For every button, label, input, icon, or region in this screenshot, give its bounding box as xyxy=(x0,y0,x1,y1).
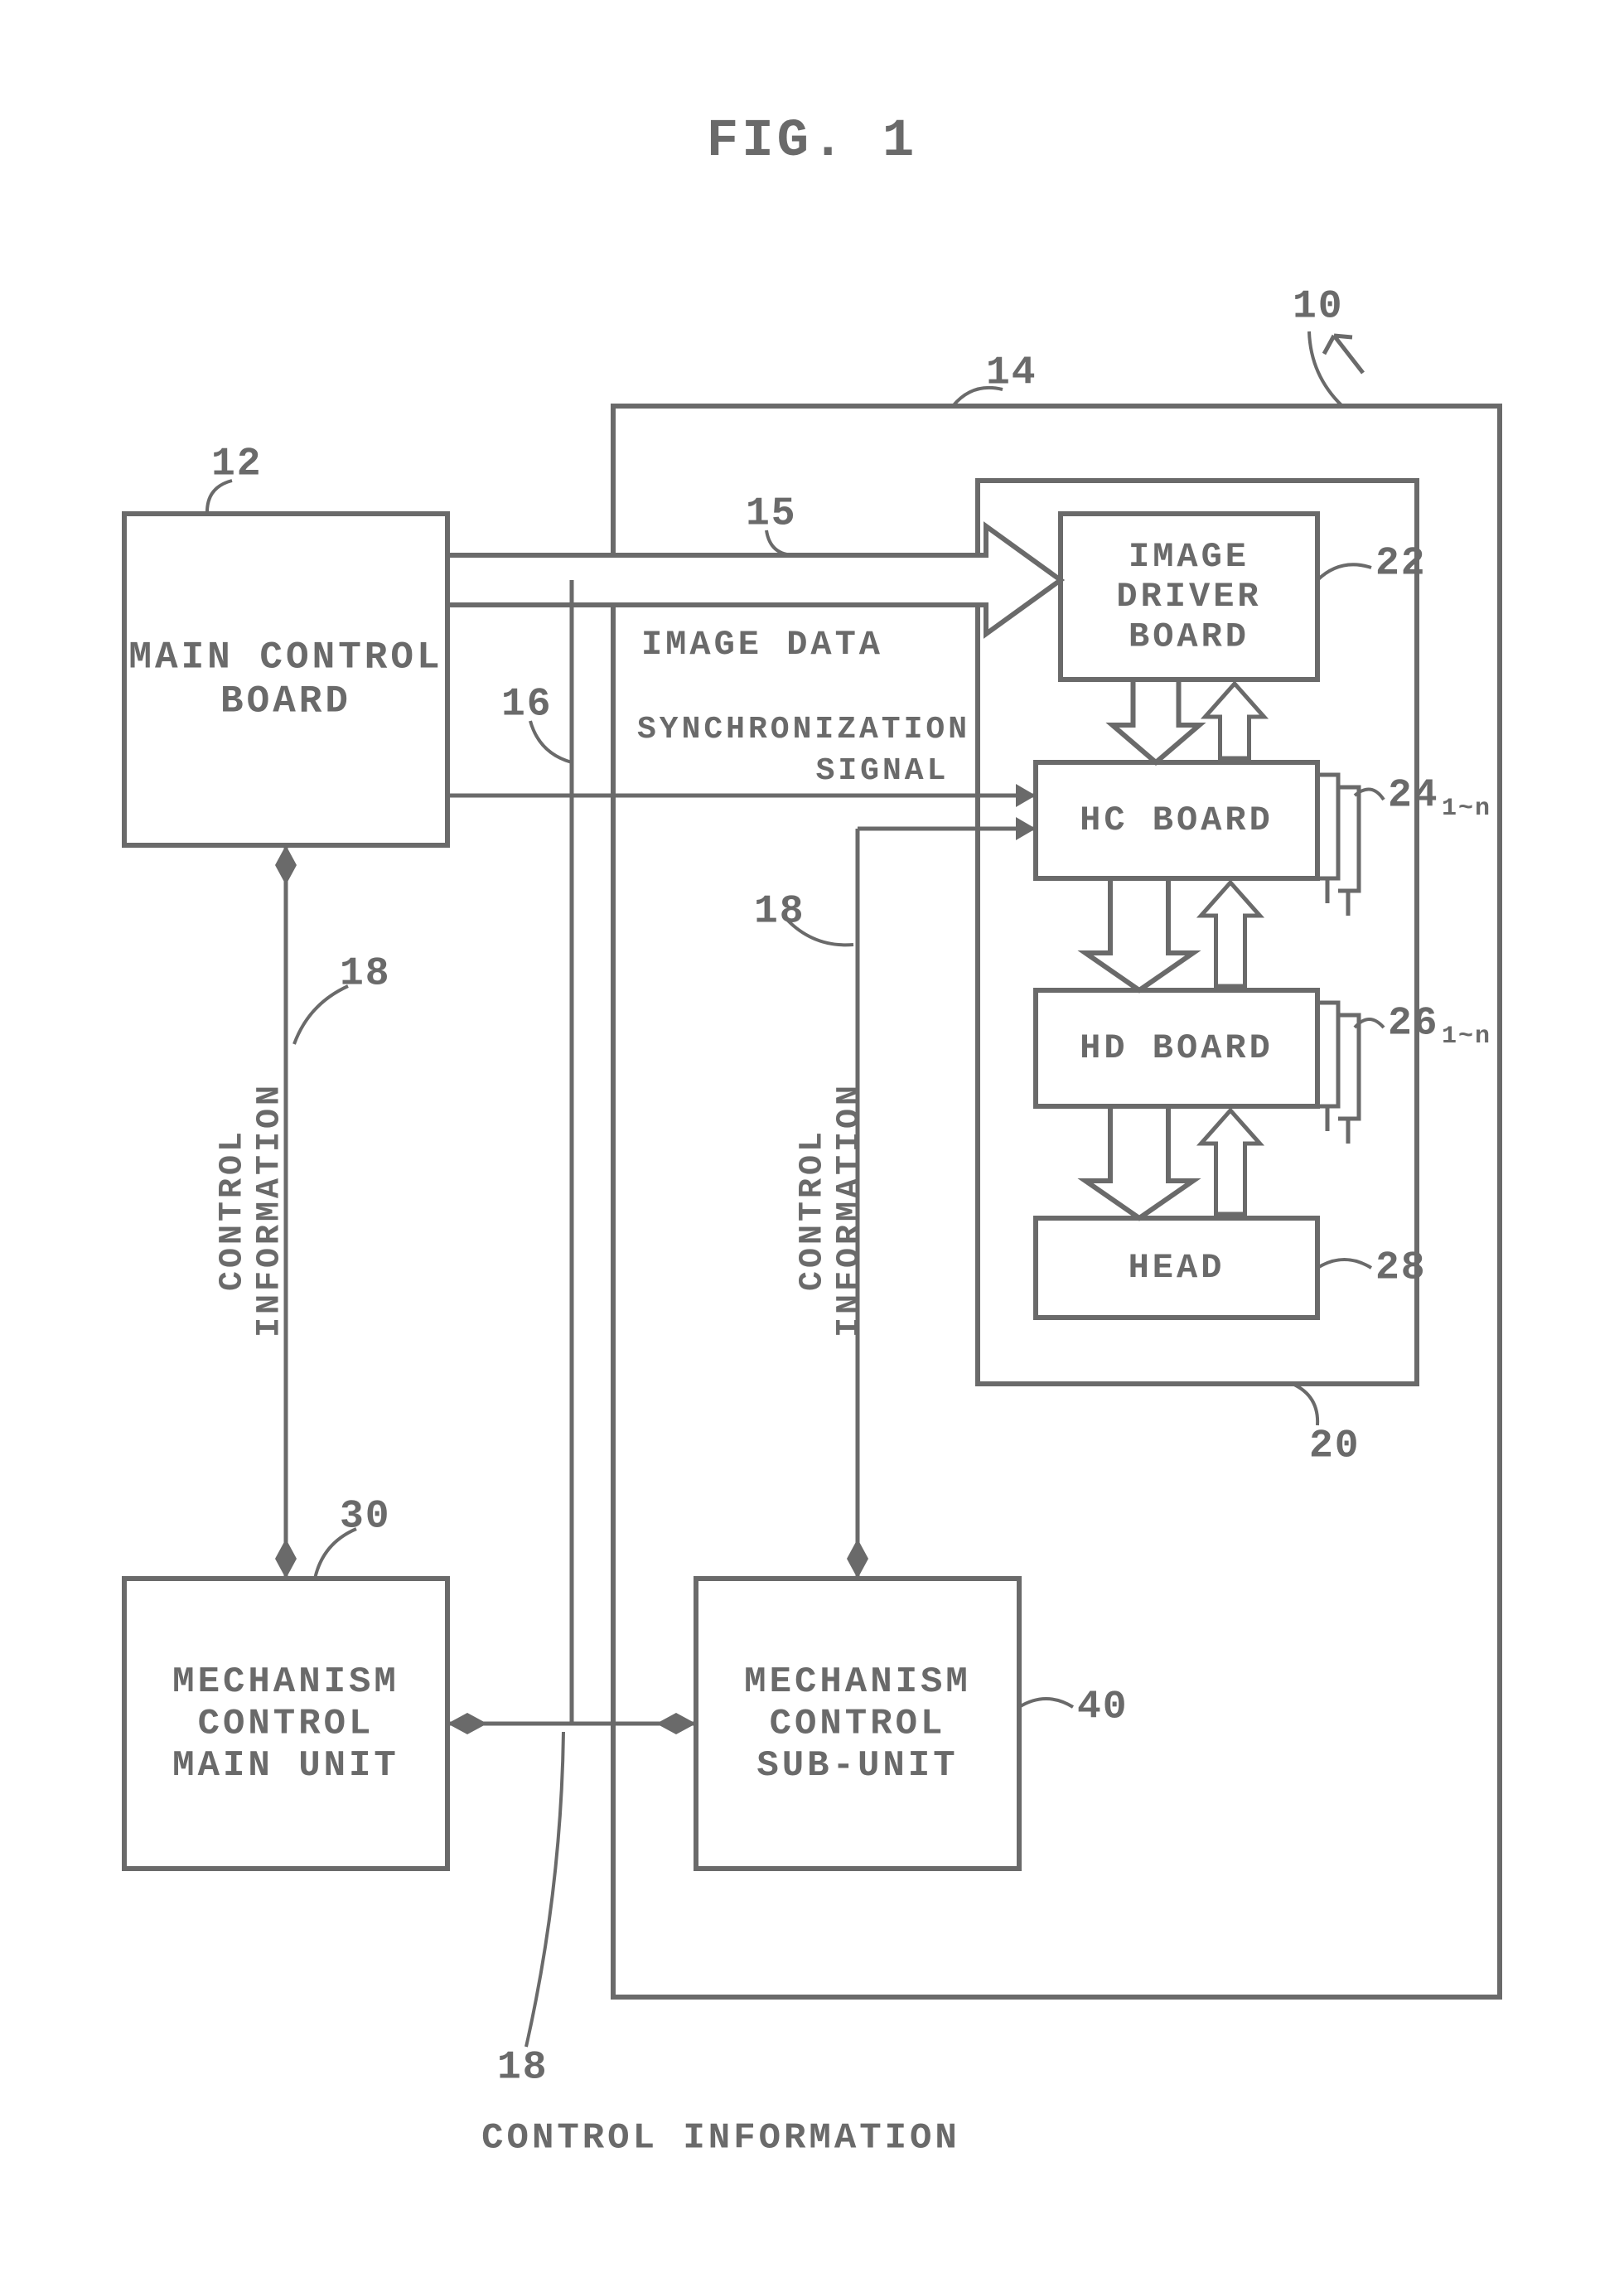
svg-text:MECHANISM: MECHANISM xyxy=(172,1661,399,1703)
ref-18-bottom: 18 xyxy=(497,2046,549,2091)
svg-text:SYNCHRONIZATION: SYNCHRONIZATION xyxy=(637,712,970,747)
svg-text:MAIN CONTROL: MAIN CONTROL xyxy=(128,636,442,679)
svg-text:SUB-UNIT: SUB-UNIT xyxy=(756,1745,958,1787)
svg-text:1~n: 1~n xyxy=(1442,795,1491,823)
svg-text:HEAD: HEAD xyxy=(1129,1248,1225,1288)
svg-text:BOARD: BOARD xyxy=(220,680,351,723)
ref-18-left: 18 xyxy=(340,952,391,997)
label-control-information-bottom: CONTROL INFORMATION xyxy=(481,2118,960,2159)
ref-15: 15 xyxy=(746,492,797,537)
svg-text:CONTROL: CONTROL xyxy=(795,1129,832,1291)
figure-title: FIG. 1 xyxy=(707,112,917,172)
svg-text:HC BOARD: HC BOARD xyxy=(1080,800,1274,840)
svg-text:SIGNAL: SIGNAL xyxy=(816,753,950,789)
svg-text:MECHANISM: MECHANISM xyxy=(744,1661,971,1703)
svg-text:CONTROL: CONTROL xyxy=(215,1129,252,1291)
svg-text:IMAGE: IMAGE xyxy=(1129,537,1249,577)
svg-text:DRIVER: DRIVER xyxy=(1116,577,1261,617)
ref-24: 24 xyxy=(1388,774,1439,819)
svg-text:CONTROL: CONTROL xyxy=(198,1704,375,1745)
svg-text:MAIN UNIT: MAIN UNIT xyxy=(172,1745,399,1787)
ref-16: 16 xyxy=(501,683,553,728)
svg-text:1~n: 1~n xyxy=(1442,1023,1491,1051)
ref-12: 12 xyxy=(211,443,263,487)
ref-22: 22 xyxy=(1375,542,1427,587)
svg-text:INFORMATION: INFORMATION xyxy=(832,1082,869,1337)
svg-text:BOARD: BOARD xyxy=(1129,617,1249,656)
svg-text:CONTROL: CONTROL xyxy=(770,1704,946,1745)
svg-text:HD BOARD: HD BOARD xyxy=(1080,1028,1274,1068)
block-diagram: FIG. 1MAIN CONTROLBOARDIMAGEDRIVERBOARDH… xyxy=(0,0,1624,2273)
ref-26: 26 xyxy=(1388,1002,1439,1047)
ref-40: 40 xyxy=(1077,1685,1129,1730)
ref-20: 20 xyxy=(1309,1424,1361,1469)
svg-text:INFORMATION: INFORMATION xyxy=(252,1082,289,1337)
label-image-data: IMAGE DATA xyxy=(641,625,883,665)
ref-28: 28 xyxy=(1375,1246,1427,1291)
arrow-image-data xyxy=(447,526,1061,634)
ref-10: 10 xyxy=(1293,285,1344,330)
